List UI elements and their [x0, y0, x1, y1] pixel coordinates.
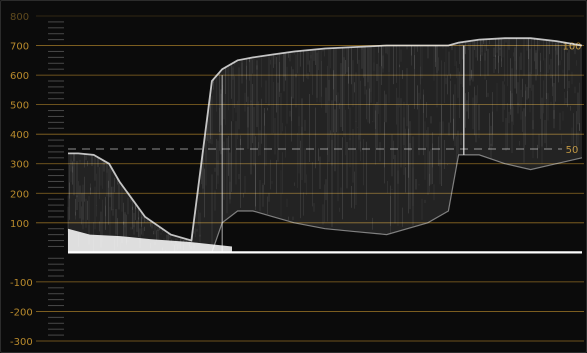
left-tick-label: 200: [10, 189, 29, 200]
left-tick-label: 100: [10, 219, 29, 230]
left-tick-label: 400: [10, 130, 29, 141]
left-tick-label: -300: [10, 337, 33, 348]
left-tick-label: 800: [10, 12, 29, 23]
left-tick-label: 300: [10, 160, 29, 171]
left-tick-label: 600: [10, 71, 29, 82]
left-tick-label: 500: [10, 101, 29, 112]
left-tick-label: 700: [10, 42, 29, 53]
left-tick-label: -100: [10, 278, 33, 289]
left-tick-label: -200: [10, 307, 33, 318]
